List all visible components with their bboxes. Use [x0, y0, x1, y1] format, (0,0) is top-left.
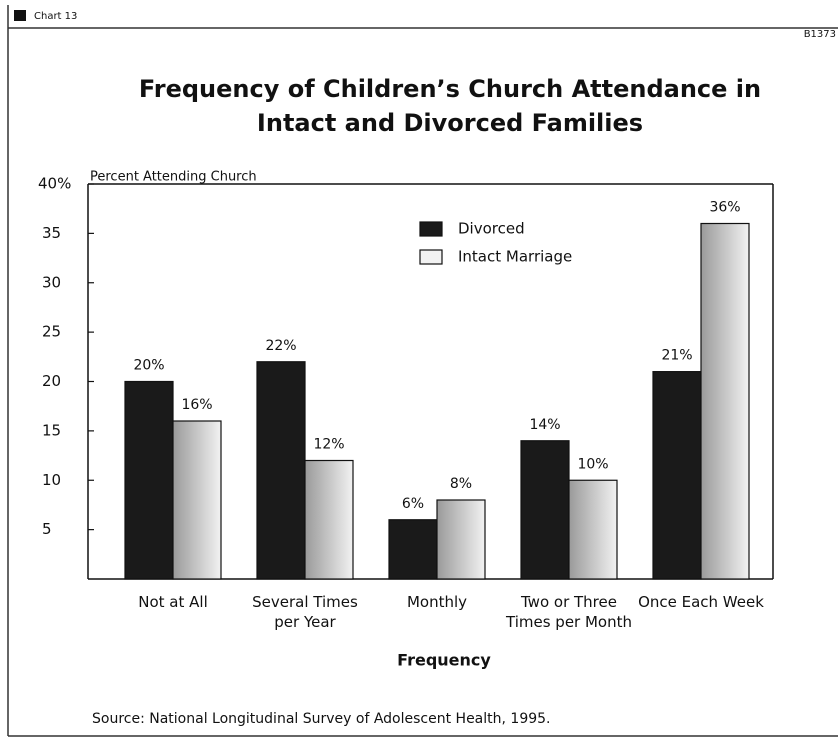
x-tick-label: Not at All — [138, 593, 208, 611]
x-tick-label: Monthly — [406, 593, 468, 611]
x-tick-label: Once Each Week — [638, 593, 764, 611]
bar — [256, 361, 306, 580]
bar — [436, 499, 486, 580]
value-label: 6% — [402, 496, 424, 512]
legend-swatch — [419, 249, 443, 265]
legend-label: Intact Marriage — [458, 248, 572, 266]
bar — [520, 440, 570, 580]
y-tick-label: 40% — [38, 175, 71, 193]
header-icon — [14, 10, 26, 21]
bar — [700, 222, 750, 580]
y-tick-label: 35 — [42, 224, 61, 242]
x-tick-label: Two or Three Times per Month — [506, 593, 632, 631]
header-left: Chart 13 — [34, 11, 77, 22]
source: Source: National Longitudinal Survey of … — [92, 711, 551, 727]
value-label: 10% — [577, 456, 608, 472]
value-label: 21% — [661, 348, 692, 364]
bar — [124, 380, 174, 580]
value-label: 12% — [313, 437, 344, 453]
y-tick-label: 30 — [42, 273, 61, 291]
bar — [388, 519, 438, 580]
value-label: 8% — [450, 476, 472, 492]
value-label: 16% — [181, 397, 212, 413]
y-tick-label: 5 — [42, 520, 52, 538]
x-tick-label: Several Times per Year — [252, 593, 358, 631]
y-tick-label: 10 — [42, 471, 61, 489]
bar — [304, 459, 354, 580]
chart-title: Frequency of Children’s Church Attendanc… — [138, 75, 762, 137]
value-label: 20% — [133, 358, 164, 374]
value-label: 36% — [709, 200, 740, 216]
legend-swatch — [419, 221, 443, 237]
y-tick-label: 15 — [42, 421, 61, 439]
bar — [652, 371, 702, 580]
y-tick-label: 25 — [42, 323, 61, 341]
legend-label: Divorced — [458, 220, 525, 238]
bar — [172, 420, 222, 580]
x-axis-label: Frequency — [397, 651, 491, 670]
y-tick-label: 20 — [42, 372, 61, 390]
value-label: 14% — [529, 417, 560, 433]
bar — [568, 479, 618, 580]
value-label: 22% — [265, 338, 296, 354]
header-right: B1373 — [804, 29, 836, 40]
y-axis-label: Percent Attending Church — [90, 170, 257, 185]
